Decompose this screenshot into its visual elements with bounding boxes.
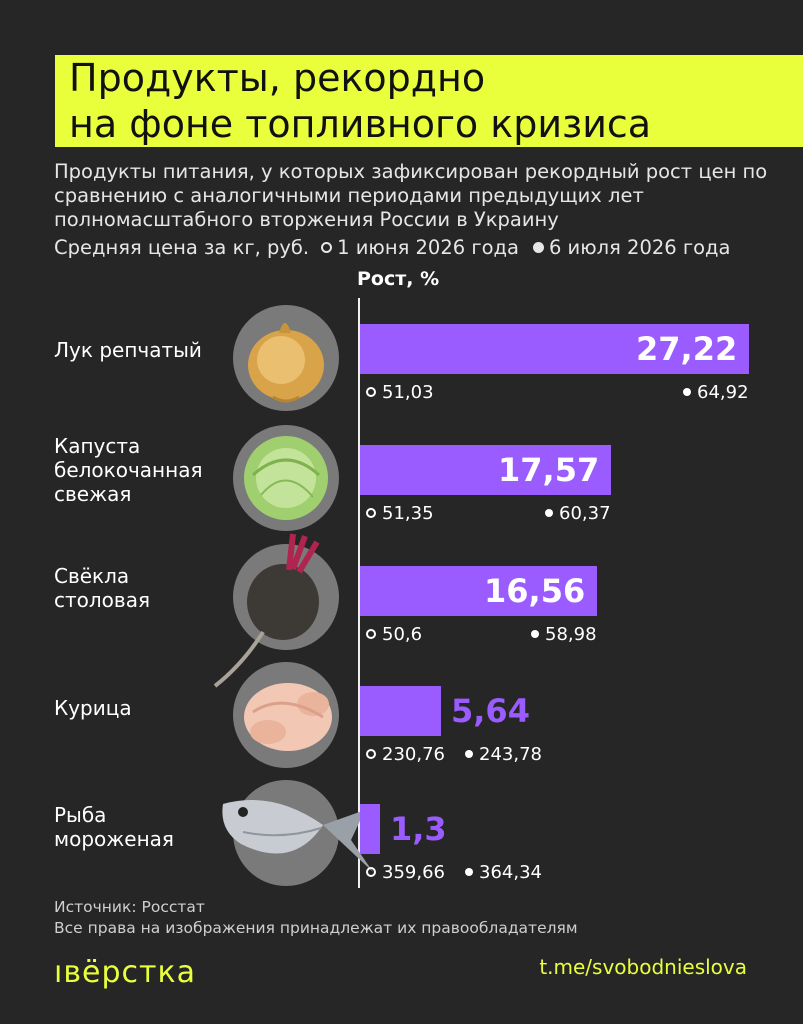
price-july: 60,37 [545, 503, 611, 524]
category-label: Курица [54, 696, 132, 720]
price-july: 64,92 [683, 382, 749, 403]
open-dot-icon [321, 242, 333, 253]
price-june: 359,66 [366, 862, 445, 883]
bar-value-label: 27,22 [636, 330, 738, 368]
subtitle: Продукты питания, у которых зафиксирован… [54, 160, 768, 231]
legend-date-june: 1 июня 2026 года [337, 236, 519, 259]
price-june: 50,6 [366, 624, 422, 645]
bar-value-label: 5,64 [451, 692, 530, 730]
title-line-2: на фоне топливного кризиса [55, 101, 666, 147]
legend: Средняя цена за кг, руб. 1 июня 2026 года… [54, 236, 730, 259]
chicken-icon [244, 683, 332, 751]
category-label: Лук репчатый [54, 338, 202, 362]
bar [360, 324, 749, 374]
bar-value-label: 17,57 [498, 451, 600, 489]
filled-dot-icon [532, 242, 544, 253]
onion-icon [248, 323, 324, 403]
beet-icon [213, 533, 320, 688]
source-note: Источник: Росстат [54, 898, 205, 916]
category-label: Рыба мороженая [54, 803, 174, 851]
price-july: 58,98 [531, 624, 597, 645]
price-july: 364,34 [465, 862, 542, 883]
rights-note: Все права на изображения принадлежат их … [54, 919, 578, 937]
price-june: 51,03 [366, 382, 434, 403]
channel-link[interactable]: t.me/svobodnieslova [539, 955, 747, 979]
category-label: Свёкла столовая [54, 564, 150, 612]
bar [360, 804, 380, 854]
axis-label: Рост, % [357, 268, 440, 290]
bar-value-label: 16,56 [484, 572, 586, 610]
price-june: 51,35 [366, 503, 434, 524]
bar-value-label: 1,3 [390, 810, 447, 848]
fish-icon [222, 800, 373, 872]
bar [360, 566, 597, 616]
axis-line [358, 298, 360, 888]
cabbage-icon [244, 436, 328, 520]
logo: ıвёрстка [54, 955, 196, 990]
price-june: 230,76 [366, 744, 445, 765]
bar [360, 445, 611, 495]
legend-date-july: 6 июля 2026 года [548, 236, 731, 259]
price-july: 243,78 [465, 744, 542, 765]
category-label: Капуста белокочанная свежая [54, 434, 203, 506]
legend-label: Средняя цена за кг, руб. [54, 236, 310, 259]
bar [360, 686, 441, 736]
